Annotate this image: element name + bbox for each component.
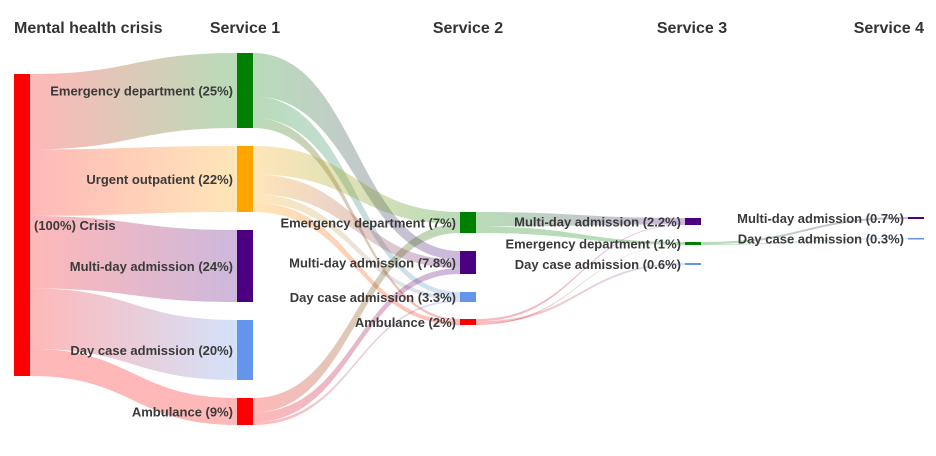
node-label-crisis: (100%) Crisis — [34, 218, 116, 233]
link-s2_amb-to-s3_ed — [476, 244, 685, 325]
node-s2_md — [460, 251, 476, 274]
node-s2_ed — [460, 212, 476, 233]
node-label-s2_dc: Day case admission (3.3%) — [290, 290, 456, 305]
node-label-s3_md: Multi-day admission (2.2%) — [514, 215, 681, 230]
node-label-s2_ed: Emergency department (7%) — [280, 216, 456, 231]
link-s2_amb-to-s3_md — [476, 224, 685, 322]
link-s3_ed-to-s4_dc — [701, 238, 908, 245]
node-label-s1_md: Multi-day admission (24%) — [70, 259, 233, 274]
node-label-s1_uo: Urgent outpatient (22%) — [86, 172, 233, 187]
column-title-c3: Service 3 — [657, 20, 727, 37]
node-s1_ed — [237, 53, 253, 128]
link-s1_uo-to-s2_amb — [253, 202, 460, 325]
node-s3_md — [685, 218, 701, 225]
node-s2_amb — [460, 319, 476, 325]
link-s1_uo-to-s2_md — [253, 174, 460, 269]
node-label-s4_md: Multi-day admission (0.7%) — [737, 211, 904, 226]
link-s1_amb-to-s2_md — [253, 268, 460, 423]
node-s2_dc — [460, 292, 476, 302]
links-layer — [30, 53, 908, 425]
link-s1_amb-to-s2_ed — [253, 224, 460, 413]
node-label-s4_dc: Day case admission (0.3%) — [738, 232, 904, 247]
link-s1_uo-to-s2_ed — [253, 146, 460, 224]
link-s1_uo-to-s2_dc — [253, 194, 460, 301]
node-label-s3_dc: Day case admission (0.6%) — [515, 257, 681, 272]
link-s2_ed-to-s3_md — [476, 212, 685, 227]
node-s3_dc — [685, 263, 701, 265]
column-title-c4: Service 4 — [854, 20, 924, 37]
link-s1_amb-to-s2_dc — [253, 300, 460, 425]
link-s1_ed-to-s2_md — [253, 53, 460, 260]
node-s4_dc — [908, 238, 924, 240]
nodes-layer — [14, 53, 924, 425]
node-label-s2_amb: Ambulance (2%) — [355, 315, 456, 330]
link-crisis-to-s1_md — [30, 215, 237, 302]
node-label-s1_amb: Ambulance (9%) — [132, 405, 233, 420]
node-s4_md — [908, 217, 924, 219]
labels-layer: (100%) Crisis Emergency department (25%) U… — [34, 84, 904, 420]
node-label-s2_md: Multi-day admission (7.8%) — [289, 256, 456, 271]
node-s1_uo — [237, 146, 253, 212]
column-titles: Mental health crisis Service 1 Service 2 Se… — [14, 20, 924, 37]
column-title-c2: Service 2 — [433, 20, 503, 37]
node-label-s1_dc: Day case admission (20%) — [70, 343, 233, 358]
node-s3_ed — [685, 242, 701, 245]
node-s1_md — [237, 230, 253, 302]
link-s3_ed-to-s4_md — [701, 217, 908, 245]
link-s2_ed-to-s3_ed — [476, 226, 685, 245]
link-crisis-to-s1_ed — [30, 53, 237, 150]
node-label-s3_ed: Emergency department (1%) — [505, 237, 681, 252]
link-s2_amb-to-s3_dc — [476, 263, 685, 324]
column-title-c0: Mental health crisis — [14, 20, 163, 37]
column-title-c1: Service 1 — [210, 20, 280, 37]
link-crisis-to-s1_amb — [30, 348, 237, 425]
node-s1_amb — [237, 398, 253, 425]
node-s1_dc — [237, 320, 253, 380]
link-crisis-to-s1_uo — [30, 146, 237, 216]
node-crisis — [14, 74, 30, 376]
node-label-s1_ed: Emergency department (25%) — [50, 84, 233, 99]
link-crisis-to-s1_dc — [30, 288, 237, 380]
